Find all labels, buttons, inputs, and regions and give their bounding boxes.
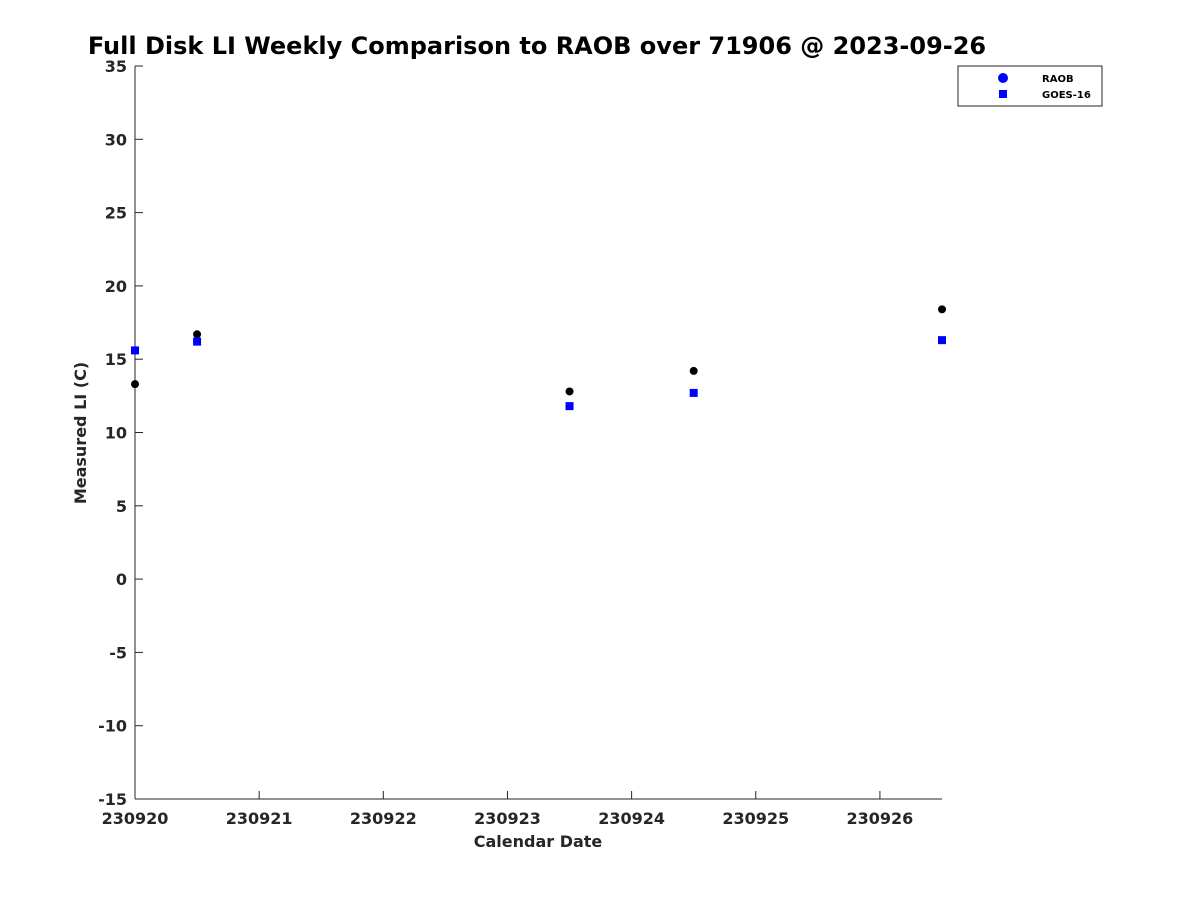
y-tick-label: -10 bbox=[98, 717, 127, 736]
y-tick-label: -15 bbox=[98, 790, 127, 809]
legend-box bbox=[957, 65, 1103, 107]
raob-point bbox=[938, 305, 946, 314]
x-tick-label: 230923 bbox=[474, 809, 541, 828]
legend-label: GOES-16 bbox=[1042, 90, 1091, 101]
legend: RAOB GOES-16 bbox=[957, 65, 1103, 107]
x-tick-label: 230922 bbox=[350, 809, 417, 828]
y-tick-label: 10 bbox=[105, 424, 127, 443]
x-tick-label: 230926 bbox=[847, 809, 914, 828]
goes16-point bbox=[565, 402, 574, 411]
x-tick-label: 230920 bbox=[102, 809, 169, 828]
y-tick-label: 30 bbox=[105, 130, 127, 149]
legend-marker-raob bbox=[998, 73, 1008, 83]
legend-marker-goes16 bbox=[999, 90, 1007, 98]
raob-point bbox=[193, 330, 202, 339]
goes16-point bbox=[689, 388, 698, 397]
chart-title: Full Disk LI Weekly Comparison to RAOB o… bbox=[88, 32, 986, 60]
y-tick-label: 25 bbox=[105, 204, 127, 223]
goes16-point bbox=[131, 346, 139, 355]
raob-point bbox=[565, 387, 574, 396]
y-tick-label: 5 bbox=[116, 497, 127, 516]
data-points bbox=[131, 305, 946, 411]
y-axis-label: Measured LI (C) bbox=[71, 362, 90, 504]
y-tick-label: 35 bbox=[105, 57, 127, 76]
y-tick-label: 15 bbox=[105, 350, 127, 369]
goes16-point bbox=[938, 336, 946, 345]
x-tick-label: 230924 bbox=[598, 809, 665, 828]
y-axis-ticks: -15 -10 -5 0 5 10 15 20 25 30 35 bbox=[98, 57, 143, 809]
plot-axes bbox=[134, 66, 942, 800]
raob-point bbox=[689, 366, 698, 375]
y-tick-label: 0 bbox=[116, 570, 127, 589]
x-tick-label: 230921 bbox=[226, 809, 293, 828]
raob-point bbox=[131, 380, 139, 389]
x-axis-label: Calendar Date bbox=[474, 832, 603, 851]
x-axis-ticks: 230920 230921 230922 230923 230924 230925 2309… bbox=[102, 791, 914, 828]
x-tick-label: 230925 bbox=[722, 809, 789, 828]
y-tick-label: 20 bbox=[105, 277, 127, 296]
goes16-point bbox=[193, 337, 202, 346]
legend-label: RAOB bbox=[1042, 74, 1074, 85]
y-tick-label: -5 bbox=[109, 643, 127, 662]
